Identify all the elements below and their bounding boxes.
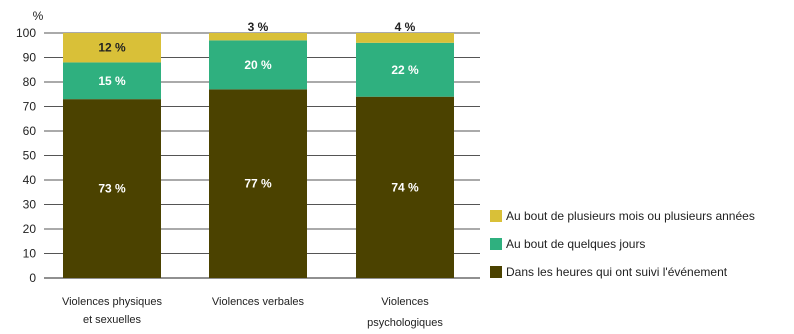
legend-entry: Au bout de plusieurs mois ou plusieurs a…	[506, 209, 755, 223]
y-tick-label: 80	[23, 75, 37, 89]
x-category-label: Violences verbales	[212, 296, 305, 308]
bar-segment	[209, 40, 307, 90]
y-tick-label: 40	[23, 173, 37, 187]
data-label: 77 %	[244, 177, 272, 191]
data-label: 15 %	[98, 74, 126, 88]
bar-segment	[63, 99, 161, 279]
data-labels: 73 % 15 % 12 % 77 % 20 % 3 % 74 % 22 % 4 %	[98, 20, 419, 196]
legend-entry: Dans les heures qui ont suivi l'événemen…	[506, 265, 728, 279]
data-label: 3 %	[248, 20, 269, 34]
y-axis-label: %	[33, 9, 44, 23]
y-tick-label: 50	[23, 149, 37, 163]
bar-segment	[356, 33, 454, 43]
x-category-label: psychologiques	[367, 317, 443, 329]
data-label: 12 %	[98, 41, 126, 55]
y-tick-label: 100	[16, 26, 36, 40]
data-label: 20 %	[244, 58, 272, 72]
bar-segment	[209, 89, 307, 278]
x-category-label: et sexuelles	[83, 314, 142, 326]
data-label: 22 %	[391, 63, 419, 77]
legend-swatch	[490, 238, 502, 250]
legend-swatch	[490, 210, 502, 222]
legend-entry: Au bout de quelques jours	[506, 237, 645, 251]
legend: Au bout de plusieurs mois ou plusieurs a…	[490, 209, 755, 279]
bar-segment	[63, 33, 161, 63]
data-label: 4 %	[395, 20, 416, 34]
x-axis-categories: Violences physiques et sexuelles Violences…	[62, 296, 443, 329]
legend-swatch	[490, 266, 502, 278]
data-label: 74 %	[391, 180, 419, 194]
y-tick-label: 30	[23, 198, 37, 212]
x-category-label: Violences	[381, 296, 429, 308]
bar-segment	[356, 42, 454, 97]
data-label: 73 %	[98, 182, 126, 196]
y-tick-label: 70	[23, 100, 37, 114]
y-tick-label: 10	[23, 247, 37, 261]
bar-segment	[356, 96, 454, 278]
y-tick-label: 90	[23, 51, 37, 65]
y-axis-ticks: 0 10 20 30 40 50 60 70 80 90 100	[16, 26, 36, 285]
bar-segment	[63, 62, 161, 100]
y-tick-label: 60	[23, 124, 37, 138]
bars	[63, 33, 454, 279]
bar-segment	[209, 33, 307, 41]
x-category-label: Violences physiques	[62, 296, 163, 308]
y-tick-label: 20	[23, 222, 37, 236]
y-tick-label: 0	[29, 271, 36, 285]
